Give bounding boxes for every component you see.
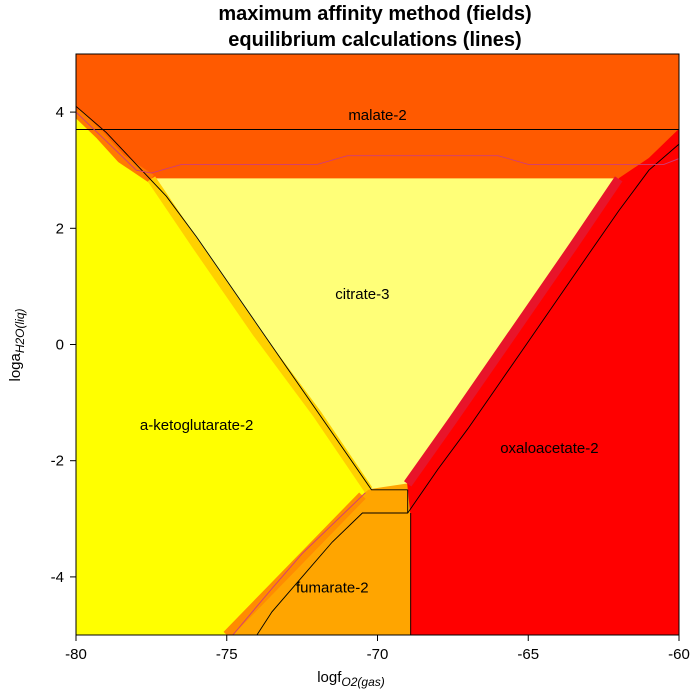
chart-title-line1: maximum affinity method (fields) (218, 3, 532, 25)
y-axis-label-sub: H2O(liq) (13, 308, 27, 353)
field-label-oxaloacetate-2: oxaloacetate-2 (500, 440, 598, 457)
equilibrium-line-6 (76, 111, 679, 174)
field-label-a-ketoglutarate-2: a-ketoglutarate-2 (140, 417, 253, 434)
equilibrium-line-3 (256, 143, 679, 635)
field-label-malate-2: malate-2 (348, 107, 406, 124)
x-tick-label: -75 (216, 646, 238, 663)
field-label-citrate-3: citrate-3 (335, 286, 389, 303)
boundary-band-2 (147, 176, 373, 493)
x-axis-label-main: logf (317, 669, 342, 686)
field-labels: malate-2 citrate-3 a-ketoglutarate-2 fumara… (140, 107, 599, 596)
x-tick-label: -70 (367, 646, 389, 663)
y-axis-label: logaH2O(liq) (7, 308, 27, 381)
x-axis: -80 -75 -70 -65 -60 (65, 635, 690, 663)
y-tick-label: 4 (56, 104, 64, 121)
stability-fields (76, 54, 679, 635)
y-tick-label: -2 (51, 453, 64, 470)
chart-title-line2: equilibrium calculations (lines) (228, 29, 522, 51)
boundary-band-3 (404, 176, 623, 487)
equilibrium-lines (76, 105, 679, 635)
x-tick-label: -65 (517, 646, 539, 663)
x-tick-label: -80 (65, 646, 87, 663)
boundary-band-4 (223, 492, 366, 635)
x-axis-label-sub: O2(gas) (341, 675, 384, 689)
x-axis-label: logfO2(gas) (317, 669, 385, 689)
equilibrium-line-7 (232, 492, 366, 635)
y-axis-label-main: loga (7, 352, 24, 381)
y-tick-label: 0 (56, 337, 64, 354)
x-tick-label: -60 (668, 646, 690, 663)
equilibrium-line-2 (76, 105, 408, 491)
y-axis: -4 -2 0 2 4 (51, 104, 76, 586)
field-label-fumarate-2: fumarate-2 (296, 579, 369, 596)
y-tick-label: -4 (51, 569, 64, 586)
y-tick-label: 2 (56, 220, 64, 237)
field-oxaloacetate-2 (407, 128, 679, 635)
